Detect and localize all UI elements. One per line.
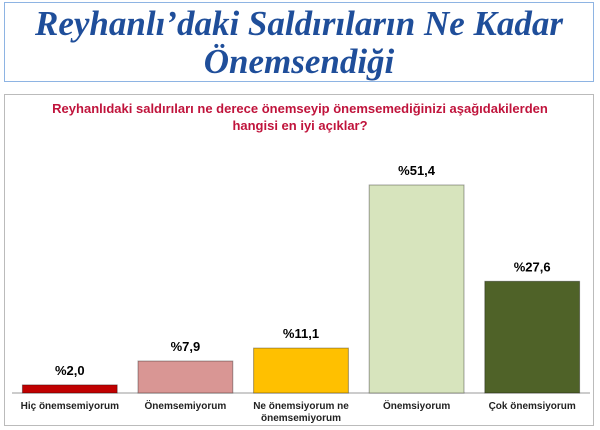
x-tick-label: Önemsemiyorum [144,401,227,412]
value-label: %11,1 [283,326,319,341]
bar [137,360,234,394]
chart-title: Reyhanlı’daki Saldırıların Ne Kadar Önem… [35,4,563,81]
title-box: Reyhanlı’daki Saldırıların Ne Kadar Önem… [4,2,594,82]
bar [253,347,349,394]
bar [21,384,118,394]
x-tick-label: Hiç önemsemiyorum [20,401,119,412]
bar [484,280,581,394]
chart-subtitle: Reyhanlıdaki saldırıları ne derece önems… [52,101,548,133]
x-tick-label: Çok önemsiyorum [488,401,576,412]
value-label: %51,4 [398,163,436,178]
chart-box [4,94,594,426]
value-label: %2,0 [55,363,85,378]
value-label: %7,9 [171,339,201,354]
x-tick-label: Önemsiyorum [382,401,451,412]
x-tick-label: Ne önemsiyorum ne önemsemiyorum [253,401,349,424]
bar [368,184,465,394]
value-label: %27,6 [514,259,551,274]
